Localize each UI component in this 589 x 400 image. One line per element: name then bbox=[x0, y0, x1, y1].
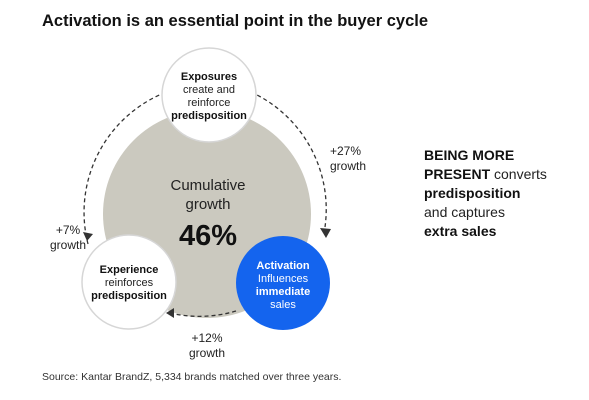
cumulative-growth-value: 46% bbox=[178, 220, 238, 252]
arrowhead-bottom bbox=[166, 308, 174, 318]
experience-line-2: predisposition bbox=[91, 290, 167, 302]
side-normal-2: and captures bbox=[424, 204, 505, 220]
exposures-line-3: predisposition bbox=[171, 110, 247, 122]
activation-text: Activation Influences immediate sales bbox=[238, 260, 328, 312]
growth-left-value: +7% bbox=[55, 223, 81, 237]
experience-line-1: reinforces bbox=[104, 277, 154, 289]
experience-heading: Experience bbox=[99, 264, 159, 276]
center-line-1: Cumulative bbox=[170, 177, 246, 194]
exposures-line-2: reinforce bbox=[187, 97, 231, 109]
growth-label-left: +7% growth bbox=[44, 223, 92, 253]
exposures-line-1: create and bbox=[183, 84, 235, 96]
side-normal-1: converts bbox=[490, 166, 547, 182]
arrowhead-right bbox=[320, 228, 331, 238]
side-bold-1: BEING MORE bbox=[424, 147, 515, 163]
activation-line-3: sales bbox=[270, 299, 296, 311]
activation-heading: Activation bbox=[256, 260, 310, 272]
growth-bottom-label: growth bbox=[188, 346, 226, 360]
experience-text: Experience reinforces predisposition bbox=[84, 264, 174, 303]
center-line-2: growth bbox=[185, 196, 231, 213]
exposures-circle bbox=[161, 47, 257, 143]
side-bold-4: extra sales bbox=[424, 223, 497, 239]
growth-label-bottom: +12% growth bbox=[183, 331, 231, 361]
page-title: Activation is an essential point in the … bbox=[42, 12, 429, 30]
growth-bottom-value: +12% bbox=[191, 331, 223, 345]
arrowhead-left bbox=[83, 232, 93, 241]
growth-left-label: growth bbox=[49, 238, 87, 252]
cumulative-growth-label: Cumulative growth 46% bbox=[118, 176, 298, 256]
growth-right-value: +27% bbox=[330, 144, 362, 158]
side-bold-3: predisposition bbox=[424, 185, 521, 201]
cycle-arc-left bbox=[83, 92, 165, 245]
activation-line-2: immediate bbox=[255, 286, 311, 298]
growth-label-right: +27% growth bbox=[330, 144, 366, 174]
activation-line-1: Influences bbox=[257, 273, 309, 285]
exposures-text: Exposures create and reinforce predispos… bbox=[164, 71, 254, 123]
exposures-heading: Exposures bbox=[180, 71, 238, 83]
activation-circle bbox=[236, 236, 330, 330]
experience-circle bbox=[81, 234, 177, 330]
cycle-arc-right bbox=[250, 91, 327, 228]
source-note: Source: Kantar BrandZ, 5,334 brands matc… bbox=[42, 371, 342, 383]
side-callout: BEING MORE PRESENT converts predispositi… bbox=[424, 146, 547, 241]
side-bold-2: PRESENT bbox=[424, 166, 491, 182]
growth-right-label: growth bbox=[330, 159, 367, 173]
